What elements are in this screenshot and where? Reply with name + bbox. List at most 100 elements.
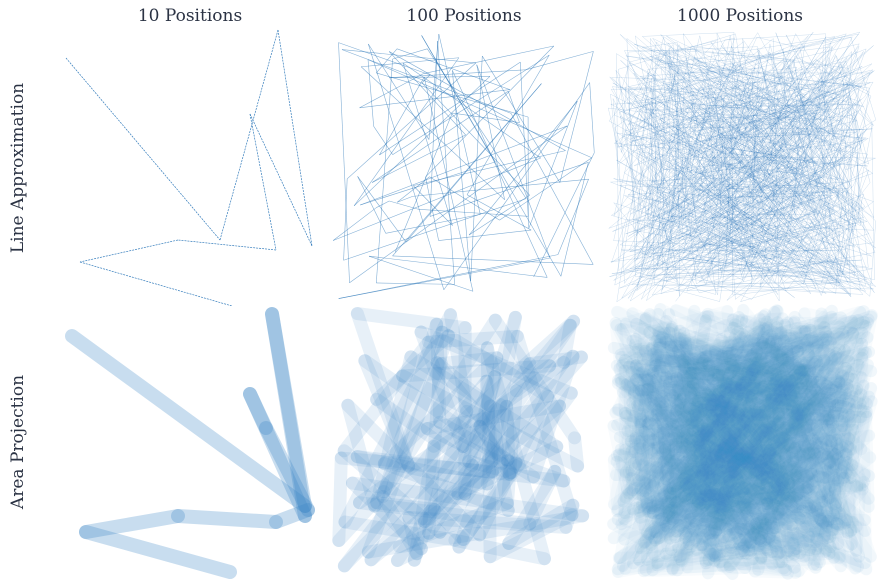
trajectory-segment <box>672 121 735 175</box>
trajectory-segment <box>805 280 863 284</box>
trajectory-segment <box>823 36 853 46</box>
trajectory-segment <box>791 185 854 253</box>
trajectory-segment <box>628 113 656 128</box>
trajectory-segment <box>610 94 620 180</box>
trajectory-segment <box>694 46 876 222</box>
trajectory-segment <box>687 133 868 155</box>
trajectory-segment <box>560 162 589 277</box>
trajectory-segment <box>724 237 793 254</box>
trajectory-segment <box>277 29 313 247</box>
trajectory-segment <box>611 113 817 263</box>
projected-area-segment <box>458 370 502 501</box>
trajectory-segment <box>617 50 667 147</box>
trajectory-segment <box>743 207 778 282</box>
trajectory-segment <box>392 48 428 60</box>
trajectory-segment <box>838 174 854 213</box>
trajectory-segment <box>694 109 727 209</box>
trajectory-segment <box>741 94 760 268</box>
trajectory-segment <box>628 46 758 53</box>
trajectory-segment <box>626 75 847 136</box>
trajectory-segment <box>675 33 859 271</box>
trajectory-segment <box>616 159 766 245</box>
trajectory-segment <box>626 38 636 277</box>
trajectory-segment <box>684 193 762 260</box>
trajectory-segment <box>629 62 656 77</box>
trajectory-segment <box>612 86 799 108</box>
trajectory-segment <box>720 102 746 190</box>
trajectory-segment <box>696 139 868 222</box>
trajectory-segment <box>753 183 809 231</box>
trajectory-segment <box>651 166 796 183</box>
trajectory-segment <box>821 276 866 286</box>
trajectory-segment <box>739 98 851 138</box>
trajectory-segment <box>689 102 852 298</box>
trajectory-segment <box>733 82 786 182</box>
trajectory-segment <box>466 54 550 195</box>
trajectory-segment <box>726 203 860 301</box>
trajectory-segment <box>767 121 856 248</box>
trajectory-segment <box>798 46 860 249</box>
trajectory-segment <box>639 76 863 141</box>
trajectory-segment <box>811 129 866 176</box>
trajectory-segment <box>633 172 644 268</box>
projected-area-segment <box>377 357 449 499</box>
trajectory-segment <box>652 131 771 235</box>
projected-area-segment <box>473 389 555 542</box>
projected-area-segment <box>370 329 456 406</box>
trajectory-segment <box>738 31 814 138</box>
trajectory-segment <box>635 259 862 270</box>
trajectory-segment <box>613 104 645 241</box>
trajectory-segment <box>667 85 770 165</box>
trajectory-segment <box>619 112 643 214</box>
trajectory-segment <box>624 130 843 285</box>
trajectory-segment <box>647 131 653 228</box>
trajectory-segment <box>368 255 474 292</box>
trajectory-segment <box>621 249 839 252</box>
trajectory-segment <box>533 152 595 278</box>
trajectory-segment <box>755 171 876 249</box>
projected-area-segment <box>370 392 479 472</box>
trajectory-segment <box>800 219 835 277</box>
trajectory-segment <box>782 62 874 243</box>
projected-area-segment <box>422 329 524 349</box>
trajectory-segment <box>640 52 753 128</box>
trajectory-segment <box>79 261 233 306</box>
trajectory-segment <box>629 86 860 204</box>
trajectory-segment <box>691 61 732 286</box>
projected-area-segment <box>79 525 237 579</box>
trajectory-segment <box>645 51 852 276</box>
trajectory-segment <box>360 125 568 206</box>
trajectory-segment <box>619 187 825 289</box>
trajectory-segment <box>631 113 786 152</box>
trajectory-segment <box>653 73 679 134</box>
trajectory-segment <box>665 118 778 229</box>
trajectory-segment <box>774 46 833 283</box>
trajectory-segment <box>709 90 829 166</box>
trajectory-segment <box>821 83 849 265</box>
trajectory-segment <box>683 197 727 254</box>
trajectory-segment <box>700 65 845 279</box>
trajectory-segment <box>842 124 873 274</box>
trajectory-segment <box>694 143 852 295</box>
trajectory-segment <box>731 46 743 163</box>
trajectory-segment <box>755 81 760 100</box>
trajectory-segment <box>750 123 846 219</box>
trajectory-segment <box>373 126 393 155</box>
trajectory-segment <box>361 57 459 68</box>
trajectory-segment <box>699 161 790 174</box>
trajectory-segment <box>678 47 820 66</box>
trajectory-segment <box>640 53 692 151</box>
trajectory-segment <box>759 235 793 286</box>
trajectory-segment <box>668 147 861 282</box>
trajectory-segment <box>818 80 828 250</box>
trajectory-segment <box>696 35 809 141</box>
trajectory-segment <box>725 32 735 269</box>
trajectory-segment <box>617 48 867 148</box>
trajectory-segment <box>676 121 779 295</box>
trajectory-segment <box>635 259 862 278</box>
trajectory-segment <box>827 92 870 167</box>
trajectory-segment <box>783 59 852 188</box>
trajectory-segment <box>633 230 769 256</box>
trajectory-segment <box>611 68 849 216</box>
trajectory-segment <box>701 93 808 111</box>
